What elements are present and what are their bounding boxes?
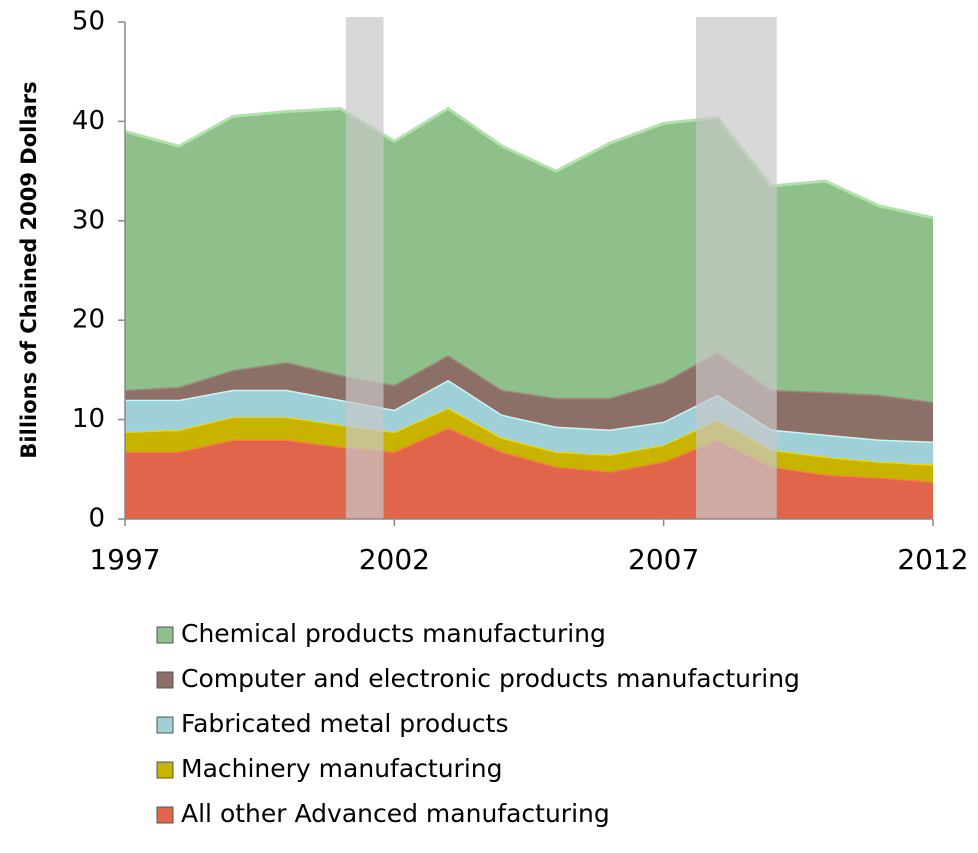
y-tick-label: 30	[72, 205, 105, 235]
legend-swatch	[156, 671, 174, 689]
y-tick-label: 10	[72, 404, 105, 434]
y-tick-label: 50	[72, 7, 105, 37]
area-edge	[124, 106, 934, 220]
legend-label: Chemical products manufacturing	[181, 619, 606, 648]
legend-label: Fabricated metal products	[181, 709, 509, 738]
recession-shade	[345, 17, 384, 519]
y-tick-label: 40	[72, 106, 105, 136]
x-tick-label: 1997	[89, 543, 160, 576]
recession-shade	[695, 17, 777, 519]
x-tick-label: 2002	[359, 543, 430, 576]
y-tick-label: 20	[72, 305, 105, 335]
legend-label: Computer and electronic products manufac…	[181, 664, 800, 693]
legend-label: Machinery manufacturing	[181, 754, 502, 783]
legend-swatch	[156, 806, 174, 824]
y-axis-title: Billions of Chained 2009 Dollars	[17, 81, 41, 458]
legend-swatch	[156, 626, 174, 644]
y-tick-label: 0	[88, 504, 105, 534]
legend-swatch	[156, 716, 174, 734]
legend-swatch	[156, 761, 174, 779]
x-tick-label: 2007	[628, 543, 699, 576]
x-tick-label: 2012	[897, 543, 968, 576]
area	[125, 108, 933, 402]
legend-label: All other Advanced manufacturing	[181, 799, 610, 828]
